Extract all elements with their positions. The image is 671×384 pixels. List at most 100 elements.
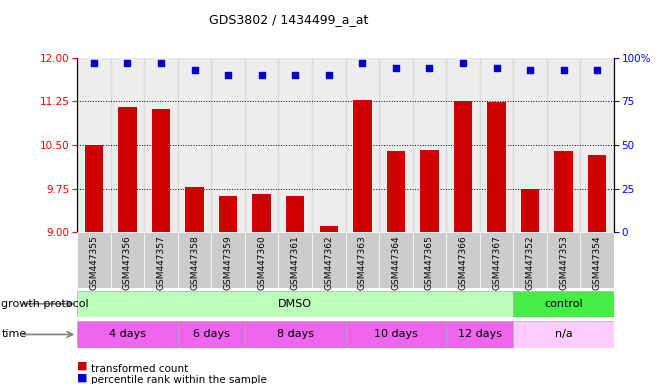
Text: growth protocol: growth protocol bbox=[1, 299, 89, 309]
Bar bbox=[353, 99, 372, 232]
Text: GSM447359: GSM447359 bbox=[223, 235, 233, 290]
Text: control: control bbox=[544, 299, 583, 309]
Bar bbox=[480, 232, 513, 288]
Bar bbox=[446, 321, 513, 348]
Bar bbox=[111, 232, 144, 288]
Text: 8 days: 8 days bbox=[276, 329, 314, 339]
Bar bbox=[420, 150, 439, 232]
Bar bbox=[312, 58, 346, 232]
Text: GDS3802 / 1434499_a_at: GDS3802 / 1434499_a_at bbox=[209, 13, 368, 26]
Bar bbox=[278, 58, 312, 232]
Text: time: time bbox=[1, 329, 27, 339]
Bar bbox=[487, 102, 506, 232]
Bar bbox=[580, 232, 614, 288]
Text: GSM447355: GSM447355 bbox=[89, 235, 99, 290]
Bar bbox=[386, 151, 405, 232]
Bar bbox=[185, 187, 204, 232]
Point bbox=[491, 65, 502, 71]
Bar bbox=[211, 232, 245, 288]
Text: 12 days: 12 days bbox=[458, 329, 502, 339]
Bar bbox=[85, 145, 103, 232]
Bar bbox=[446, 232, 480, 288]
Text: GSM447353: GSM447353 bbox=[559, 235, 568, 290]
Text: transformed count: transformed count bbox=[91, 364, 188, 374]
Bar bbox=[178, 232, 211, 288]
Bar bbox=[480, 58, 513, 232]
Bar bbox=[211, 58, 245, 232]
Point bbox=[89, 60, 99, 66]
Bar bbox=[77, 232, 111, 288]
Bar bbox=[178, 321, 245, 348]
Point bbox=[223, 72, 234, 78]
Text: GSM447365: GSM447365 bbox=[425, 235, 434, 290]
Text: DMSO: DMSO bbox=[278, 299, 312, 309]
Bar bbox=[513, 321, 614, 348]
Point bbox=[122, 60, 133, 66]
Bar bbox=[144, 232, 178, 288]
Bar bbox=[547, 58, 580, 232]
Text: n/a: n/a bbox=[555, 329, 572, 339]
Text: ■: ■ bbox=[77, 361, 91, 371]
Point bbox=[156, 60, 166, 66]
Bar bbox=[144, 58, 178, 232]
Bar bbox=[379, 58, 413, 232]
Point bbox=[424, 65, 435, 71]
Text: GSM447363: GSM447363 bbox=[358, 235, 367, 290]
Text: GSM447367: GSM447367 bbox=[492, 235, 501, 290]
Text: GSM447364: GSM447364 bbox=[391, 235, 401, 290]
Bar bbox=[278, 232, 312, 288]
Bar bbox=[454, 101, 472, 232]
Bar bbox=[118, 107, 137, 232]
Bar bbox=[245, 321, 346, 348]
Bar bbox=[521, 189, 539, 232]
Bar bbox=[513, 232, 547, 288]
Bar bbox=[346, 58, 379, 232]
Bar bbox=[286, 195, 305, 232]
Bar bbox=[77, 58, 111, 232]
Bar bbox=[252, 194, 271, 232]
Text: GSM447352: GSM447352 bbox=[525, 235, 535, 290]
Bar bbox=[446, 58, 480, 232]
Bar bbox=[219, 196, 238, 232]
Bar bbox=[554, 151, 573, 232]
Text: GSM447362: GSM447362 bbox=[324, 235, 333, 290]
Point bbox=[391, 65, 401, 71]
Text: GSM447357: GSM447357 bbox=[156, 235, 166, 290]
Bar bbox=[178, 58, 211, 232]
Bar bbox=[77, 291, 513, 317]
Bar bbox=[77, 321, 178, 348]
Bar bbox=[513, 291, 614, 317]
Point bbox=[189, 67, 200, 73]
Bar bbox=[245, 58, 278, 232]
Bar bbox=[379, 232, 413, 288]
Text: percentile rank within the sample: percentile rank within the sample bbox=[91, 375, 266, 384]
Point bbox=[558, 67, 569, 73]
Text: GSM447356: GSM447356 bbox=[123, 235, 132, 290]
Bar bbox=[111, 58, 144, 232]
Text: GSM447361: GSM447361 bbox=[291, 235, 300, 290]
Bar bbox=[152, 109, 170, 232]
Point bbox=[290, 72, 301, 78]
Text: GSM447366: GSM447366 bbox=[458, 235, 468, 290]
Bar bbox=[346, 232, 379, 288]
Bar bbox=[245, 232, 278, 288]
Bar bbox=[580, 58, 614, 232]
Text: 10 days: 10 days bbox=[374, 329, 418, 339]
Text: ■: ■ bbox=[77, 372, 91, 382]
Point bbox=[458, 60, 468, 66]
Bar bbox=[547, 232, 580, 288]
Text: 4 days: 4 days bbox=[109, 329, 146, 339]
Bar bbox=[319, 227, 338, 232]
Text: GSM447358: GSM447358 bbox=[190, 235, 199, 290]
Point bbox=[525, 67, 535, 73]
Text: GSM447354: GSM447354 bbox=[592, 235, 602, 290]
Bar bbox=[346, 321, 446, 348]
Point bbox=[323, 72, 334, 78]
Point bbox=[592, 67, 603, 73]
Text: 6 days: 6 days bbox=[193, 329, 229, 339]
Bar bbox=[312, 232, 346, 288]
Bar bbox=[513, 58, 547, 232]
Bar bbox=[413, 58, 446, 232]
Bar bbox=[413, 232, 446, 288]
Point bbox=[256, 72, 267, 78]
